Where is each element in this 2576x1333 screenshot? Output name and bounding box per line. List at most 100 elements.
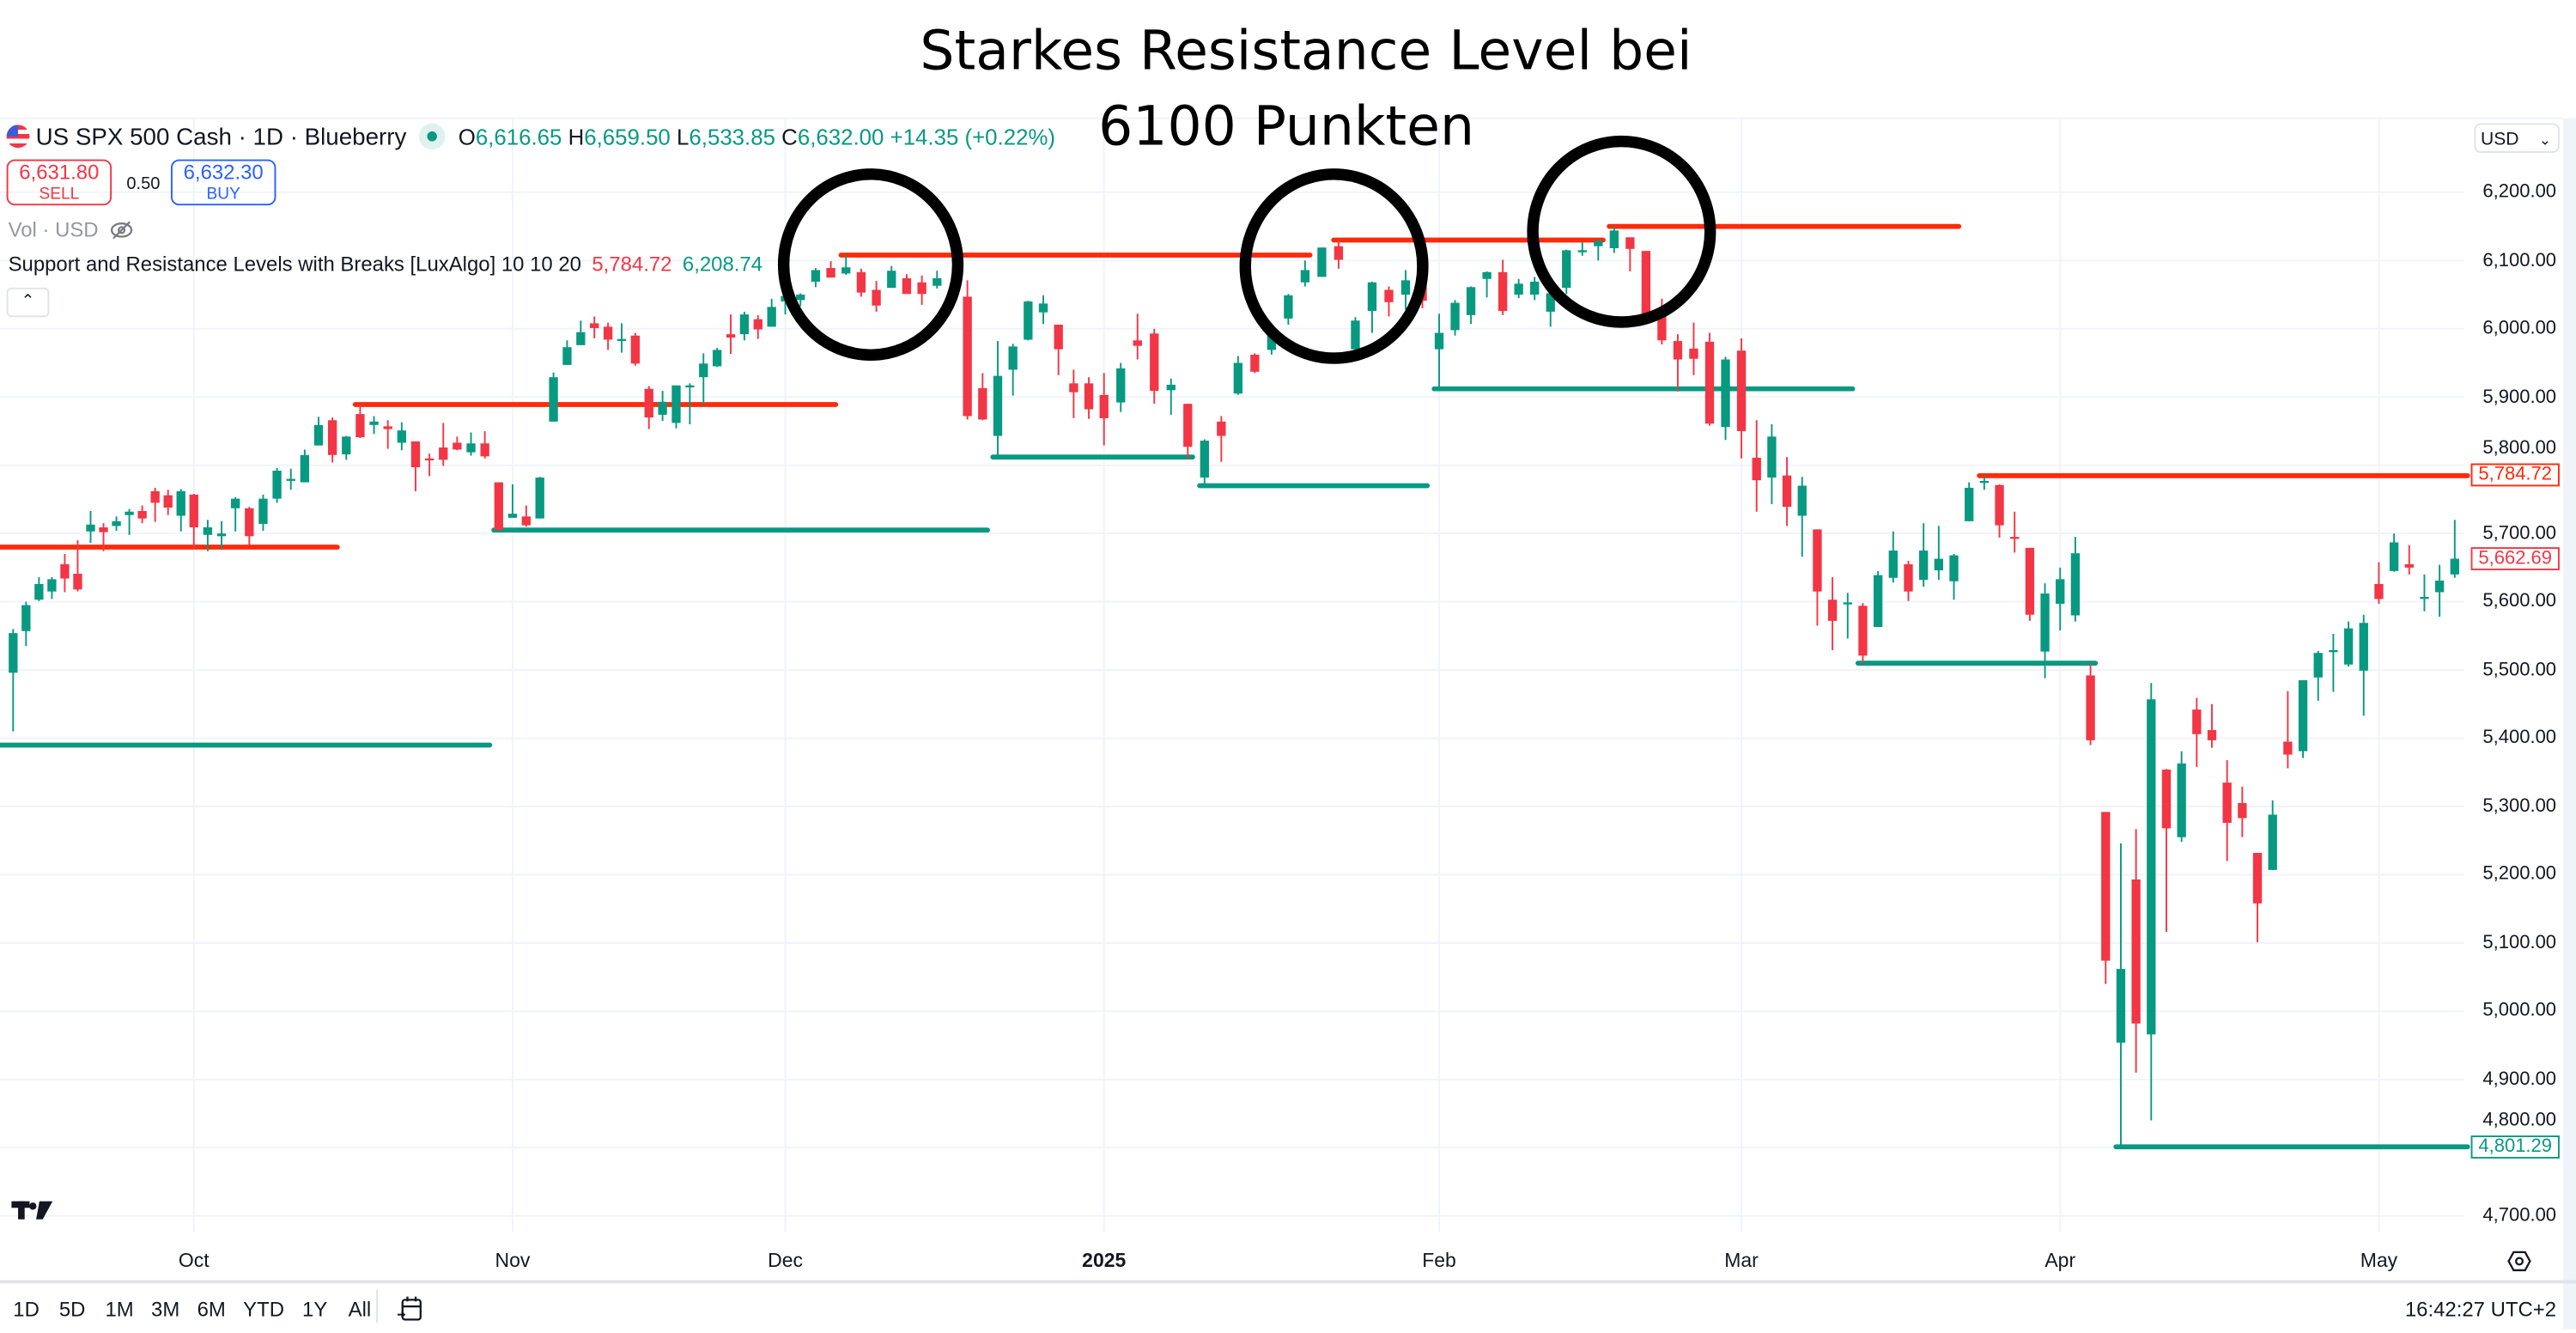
candle[interactable]	[2177, 751, 2186, 843]
eye-off-icon[interactable]	[111, 220, 134, 240]
candle[interactable]	[1594, 240, 1603, 261]
candle[interactable]	[2070, 537, 2081, 622]
candle[interactable]	[313, 417, 324, 446]
candle[interactable]	[439, 423, 448, 466]
candle[interactable]	[767, 298, 776, 327]
candle[interactable]	[993, 341, 1003, 458]
candle[interactable]	[603, 322, 613, 350]
candle[interactable]	[1949, 553, 1959, 600]
candle[interactable]	[1400, 270, 1411, 310]
candle[interactable]	[2404, 545, 2414, 575]
chart-settings-icon[interactable]	[2507, 1249, 2532, 1274]
candle[interactable]	[1721, 356, 1730, 441]
candle[interactable]	[1704, 332, 1715, 426]
candle[interactable]	[630, 332, 641, 366]
candle[interactable]	[535, 477, 544, 519]
candle[interactable]	[258, 494, 268, 531]
candle[interactable]	[1979, 475, 1990, 490]
candle[interactable]	[369, 416, 379, 435]
candle[interactable]	[1150, 328, 1159, 405]
candle[interactable]	[2192, 697, 2202, 767]
candle[interactable]	[872, 281, 881, 312]
candle[interactable]	[658, 391, 667, 422]
candle[interactable]	[963, 280, 972, 420]
candle[interactable]	[176, 489, 185, 532]
candle[interactable]	[1873, 570, 1883, 628]
candle[interactable]	[671, 385, 681, 429]
candle[interactable]	[355, 404, 365, 438]
candle[interactable]	[841, 254, 851, 275]
range-button-5d[interactable]: 5D	[58, 1298, 86, 1322]
candle[interactable]	[245, 507, 254, 545]
candle[interactable]	[1514, 278, 1523, 299]
range-button-3m[interactable]: 3M	[151, 1298, 180, 1322]
candle[interactable]	[1038, 295, 1048, 325]
candle[interactable]	[327, 417, 337, 463]
candle[interactable]	[1934, 526, 1944, 581]
sell-button[interactable]: 6,631.80 SELL	[6, 159, 112, 206]
candle[interactable]	[2101, 812, 2111, 984]
candle[interactable]	[887, 265, 896, 289]
candle[interactable]	[549, 372, 558, 422]
candle[interactable]	[125, 508, 134, 535]
candle[interactable]	[2116, 843, 2126, 1147]
candle[interactable]	[576, 320, 586, 345]
candle[interactable]	[410, 441, 421, 491]
candle[interactable]	[137, 505, 147, 524]
candle[interactable]	[1689, 322, 1698, 375]
candle[interactable]	[86, 510, 95, 544]
range-button-1d[interactable]: 1D	[13, 1298, 39, 1322]
candle[interactable]	[2131, 829, 2141, 1073]
candle[interactable]	[2359, 614, 2368, 716]
candle[interactable]	[2040, 583, 2050, 679]
candle[interactable]	[644, 386, 653, 429]
candle[interactable]	[2161, 769, 2172, 933]
candle[interactable]	[933, 271, 942, 289]
candle[interactable]	[2207, 703, 2217, 748]
candle[interactable]	[1609, 226, 1619, 253]
candle[interactable]	[1084, 377, 1094, 419]
candle[interactable]	[1284, 294, 1293, 326]
candle[interactable]	[1767, 424, 1777, 504]
candle[interactable]	[494, 482, 503, 531]
candle[interactable]	[2329, 633, 2338, 692]
candle[interactable]	[203, 520, 213, 551]
candle[interactable]	[726, 314, 736, 355]
candle[interactable]	[397, 422, 407, 451]
candle[interactable]	[1008, 344, 1018, 396]
candle[interactable]	[617, 323, 627, 353]
candle[interactable]	[300, 449, 310, 483]
candle[interactable]	[1641, 251, 1651, 323]
range-button-ytd[interactable]: YTD	[243, 1298, 284, 1322]
candle[interactable]	[1625, 237, 1635, 272]
candle[interactable]	[1482, 271, 1492, 298]
candle[interactable]	[272, 467, 282, 503]
candle[interactable]	[2086, 663, 2095, 746]
candle[interactable]	[2268, 800, 2277, 870]
candle[interactable]	[2420, 574, 2429, 612]
candle[interactable]	[1233, 356, 1243, 395]
candle[interactable]	[2252, 853, 2263, 943]
candle[interactable]	[685, 383, 695, 425]
candle[interactable]	[902, 274, 912, 295]
candle[interactable]	[1466, 286, 1476, 325]
candle[interactable]	[856, 268, 866, 297]
candle[interactable]	[189, 494, 198, 550]
candle[interactable]	[2313, 650, 2323, 701]
candle[interactable]	[1054, 325, 1063, 375]
candle[interactable]	[47, 576, 57, 600]
candle[interactable]	[383, 420, 392, 449]
candle[interactable]	[1752, 420, 1761, 512]
candle[interactable]	[231, 497, 240, 532]
candle[interactable]	[99, 523, 108, 551]
candle[interactable]	[1334, 240, 1344, 269]
candle[interactable]	[2298, 679, 2308, 758]
candle[interactable]	[1183, 404, 1193, 460]
tradingview-logo-icon[interactable]	[11, 1201, 53, 1220]
currency-dropdown[interactable]: USD ⌄	[2474, 123, 2560, 153]
candle[interactable]	[1133, 313, 1142, 360]
candle[interactable]	[1250, 353, 1260, 374]
candle[interactable]	[73, 540, 82, 592]
candle[interactable]	[112, 516, 121, 531]
range-button-6m[interactable]: 6M	[197, 1298, 226, 1322]
